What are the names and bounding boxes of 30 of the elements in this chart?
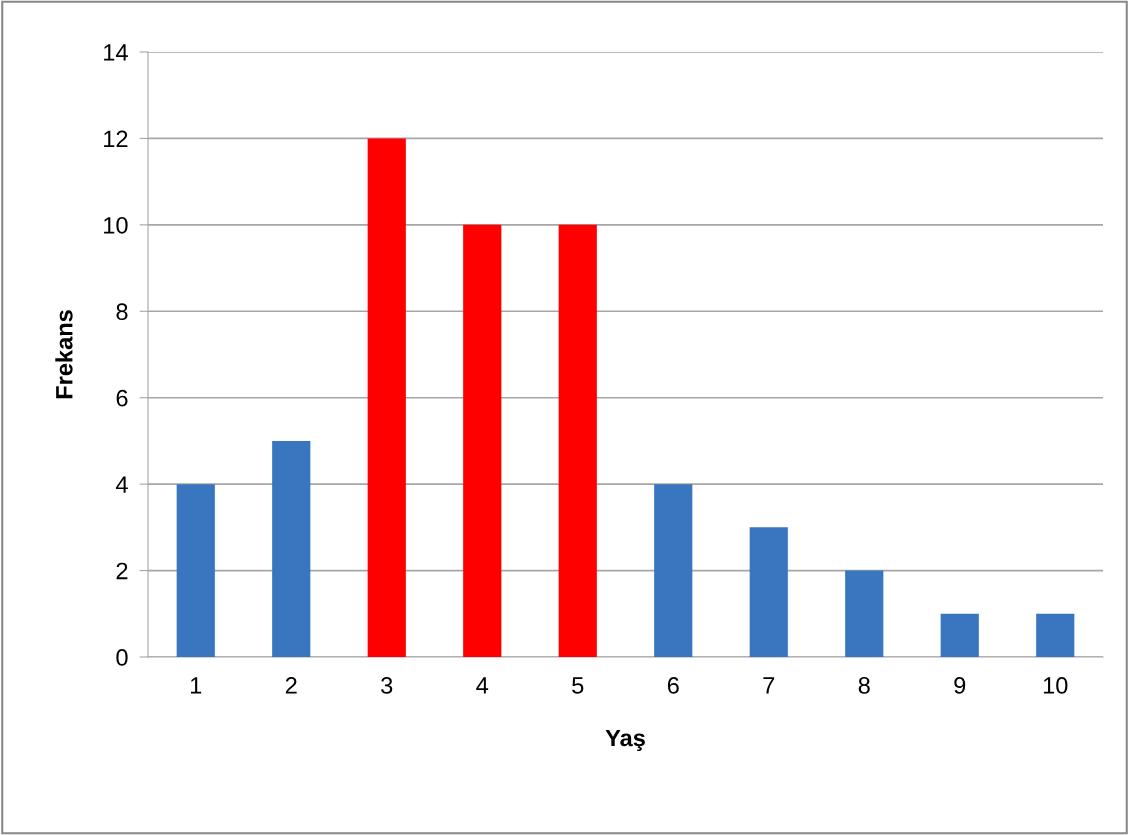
x-tick-label: 3: [381, 677, 393, 694]
y-tick-label: 0: [116, 649, 128, 666]
bar: [367, 138, 406, 657]
x-tick-label: 10: [1043, 677, 1068, 694]
y-tick-label: 6: [116, 389, 128, 407]
x-tick-label: 7: [763, 677, 775, 694]
y-tick-label: 14: [104, 44, 128, 61]
x-tick-label: 6: [667, 677, 679, 694]
bar: [940, 613, 979, 657]
x-axis-title: Yaş: [605, 729, 645, 752]
x-tick-label: 5: [572, 677, 584, 694]
bar: [845, 570, 884, 657]
y-tick-label: 12: [104, 130, 128, 147]
bar: [463, 224, 502, 657]
y-tick-label: 4: [115, 476, 128, 493]
bar: [176, 484, 215, 657]
bar: [654, 484, 693, 657]
x-tick-label: 4: [476, 677, 489, 694]
y-tick-label: 8: [116, 303, 128, 321]
y-axis-title: Frekans: [55, 310, 73, 399]
bar: [749, 527, 788, 657]
y-tick-label: 2: [116, 562, 128, 580]
x-tick-label: 1: [190, 677, 202, 694]
x-tick-label: 9: [954, 677, 966, 694]
x-tick-label: 2: [285, 677, 297, 694]
bar: [558, 224, 597, 657]
x-tick-label: 8: [858, 677, 870, 694]
bar: [1036, 613, 1075, 657]
y-tick-label: 10: [104, 216, 128, 234]
bar: [272, 440, 311, 657]
